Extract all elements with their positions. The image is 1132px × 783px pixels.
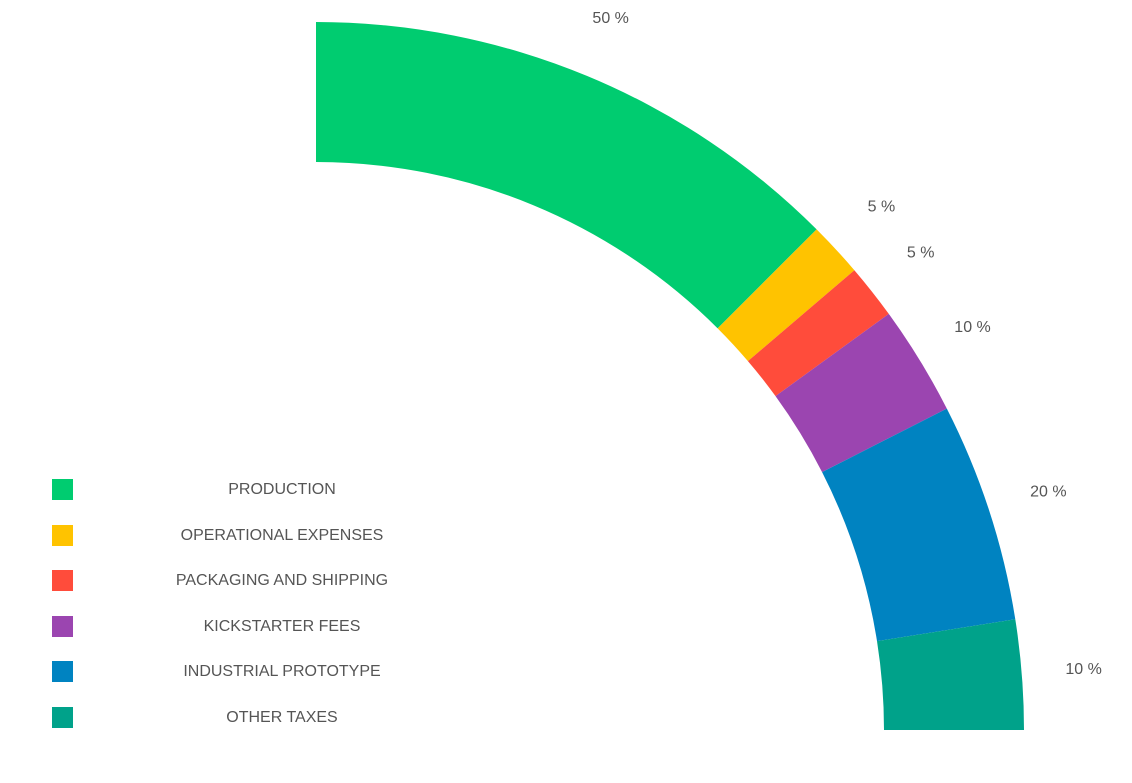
legend-item: PRODUCTION <box>52 479 432 525</box>
legend-label: OTHER TAXES <box>226 708 338 726</box>
donut-slice-other-taxes <box>877 619 1024 730</box>
legend-label: OPERATIONAL EXPENSES <box>180 526 384 544</box>
legend-item: INDUSTRIAL PROTOTYPE <box>52 661 432 707</box>
legend-item: PACKAGING AND SHIPPING <box>52 570 432 616</box>
legend-label: INDUSTRIAL PROTOTYPE <box>183 663 381 681</box>
legend-item: KICKSTARTER FEES <box>52 615 432 662</box>
legend-label: PRODUCTION <box>228 481 336 498</box>
legend-swatch <box>52 479 73 500</box>
slice-value-label: 10 % <box>1065 661 1101 678</box>
slice-value-label: 50 % <box>592 10 628 27</box>
donut-slice-operational-expenses <box>717 229 855 362</box>
legend-swatch <box>52 706 73 728</box>
slice-value-label: 20 % <box>1030 483 1066 500</box>
legend-swatch <box>52 615 73 637</box>
slice-value-label: 5 % <box>907 245 935 262</box>
slice-value-labels: 50 % 5 % 5 % 10 % 20 % 10 % <box>592 10 1101 678</box>
slice-value-label: 10 % <box>954 319 990 336</box>
legend-label: PACKAGING AND SHIPPING <box>175 572 389 590</box>
donut-slice-kickstarter-fees <box>775 313 947 473</box>
legend-item: OTHER TAXES <box>52 706 432 753</box>
donut-slice-packaging-and-shipping <box>747 270 889 397</box>
legend-swatch <box>52 570 73 592</box>
legend-label: KICKSTARTER FEES <box>203 617 361 635</box>
donut-slices <box>316 22 1024 730</box>
donut-slice-production <box>316 22 817 329</box>
donut-slice-industrial-prototype <box>822 408 1016 642</box>
legend-item: OPERATIONAL EXPENSES <box>52 524 432 571</box>
legend-swatch <box>52 524 73 546</box>
slice-value-label: 5 % <box>868 199 896 216</box>
chart-legend: PRODUCTION OPERATIONAL EXPENSES PACKAGING … <box>52 479 432 753</box>
legend-swatch <box>52 661 73 683</box>
